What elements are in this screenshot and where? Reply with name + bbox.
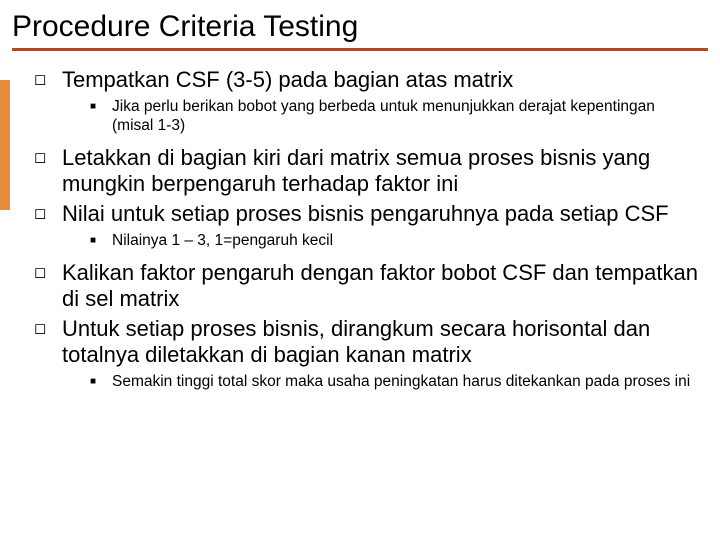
slide-title: Procedure Criteria Testing	[12, 10, 708, 44]
item-text: Nilainya 1 – 3, 1=pengaruh kecil	[112, 231, 333, 250]
list-item: ◻ Untuk setiap proses bisnis, dirangkum …	[34, 316, 700, 368]
list-item: ◻ Letakkan di bagian kiri dari matrix se…	[34, 145, 700, 197]
item-text: Letakkan di bagian kiri dari matrix semu…	[62, 145, 700, 197]
square-bullet-icon: ◻	[34, 316, 62, 368]
item-text: Kalikan faktor pengaruh dengan faktor bo…	[62, 260, 700, 312]
square-bullet-icon: ■	[90, 231, 112, 250]
square-bullet-icon: ■	[90, 372, 112, 391]
accent-sidebar	[0, 80, 10, 210]
list-item: ◻ Tempatkan CSF (3-5) pada bagian atas m…	[34, 67, 700, 93]
content-area: ◻ Tempatkan CSF (3-5) pada bagian atas m…	[0, 51, 720, 391]
list-subitem: ■ Jika perlu berikan bobot yang berbeda …	[90, 97, 700, 135]
square-bullet-icon: ◻	[34, 145, 62, 197]
item-text: Untuk setiap proses bisnis, dirangkum se…	[62, 316, 700, 368]
square-bullet-icon: ■	[90, 97, 112, 135]
square-bullet-icon: ◻	[34, 201, 62, 227]
item-text: Nilai untuk setiap proses bisnis pengaru…	[62, 201, 669, 227]
list-subitem: ■ Semakin tinggi total skor maka usaha p…	[90, 372, 700, 391]
square-bullet-icon: ◻	[34, 67, 62, 93]
item-text: Tempatkan CSF (3-5) pada bagian atas mat…	[62, 67, 513, 93]
list-item: ◻ Nilai untuk setiap proses bisnis penga…	[34, 201, 700, 227]
square-bullet-icon: ◻	[34, 260, 62, 312]
list-subitem: ■ Nilainya 1 – 3, 1=pengaruh kecil	[90, 231, 700, 250]
list-item: ◻ Kalikan faktor pengaruh dengan faktor …	[34, 260, 700, 312]
item-text: Jika perlu berikan bobot yang berbeda un…	[112, 97, 700, 135]
title-area: Procedure Criteria Testing	[0, 0, 720, 51]
item-text: Semakin tinggi total skor maka usaha pen…	[112, 372, 690, 391]
